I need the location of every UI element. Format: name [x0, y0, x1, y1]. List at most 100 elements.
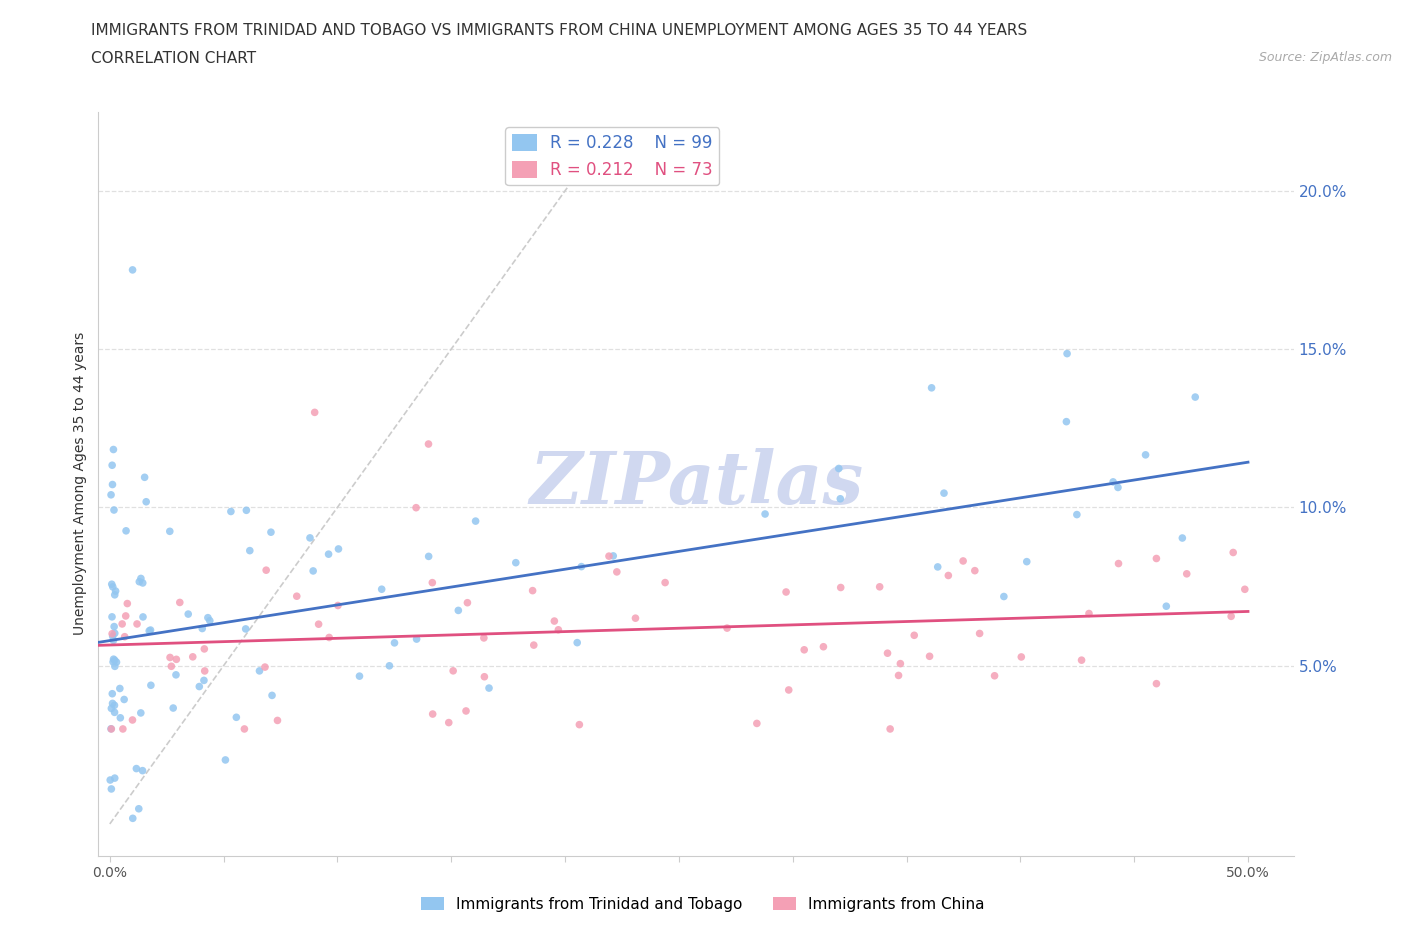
Point: [129, 571, 152, 586]
Point: [104, 626, 127, 641]
Point: [101, 629, 124, 644]
Point: [547, 622, 569, 637]
Text: Source: ZipAtlas.com: Source: ZipAtlas.com: [1258, 51, 1392, 64]
Text: CORRELATION CHART: CORRELATION CHART: [91, 51, 256, 66]
Point: [104, 658, 127, 673]
Point: [128, 802, 150, 817]
Point: [1066, 507, 1088, 522]
Point: [1233, 582, 1256, 597]
Point: [193, 642, 215, 657]
Point: [775, 585, 797, 600]
Y-axis label: Unemployment Among Ages 35 to 44 years: Unemployment Among Ages 35 to 44 years: [73, 332, 87, 635]
Point: [112, 692, 135, 707]
Point: [260, 525, 283, 539]
Point: [378, 658, 401, 673]
Point: [131, 764, 153, 778]
Point: [191, 621, 214, 636]
Point: [568, 717, 591, 732]
Point: [100, 701, 122, 716]
Point: [716, 620, 738, 635]
Point: [1146, 676, 1168, 691]
Point: [543, 614, 565, 629]
Point: [936, 568, 959, 583]
Point: [114, 630, 136, 644]
Point: [903, 628, 925, 643]
Point: [370, 582, 392, 597]
Point: [139, 622, 162, 637]
Point: [1010, 649, 1032, 664]
Point: [1222, 545, 1244, 560]
Legend: R = 0.228    N = 99, R = 0.212    N = 73: R = 0.228 N = 99, R = 0.212 N = 73: [505, 127, 720, 185]
Point: [253, 659, 276, 674]
Point: [1171, 531, 1194, 546]
Point: [318, 630, 340, 644]
Point: [105, 655, 128, 670]
Point: [219, 504, 242, 519]
Point: [830, 491, 852, 506]
Point: [567, 635, 589, 650]
Point: [117, 596, 139, 611]
Point: [869, 579, 891, 594]
Point: [441, 663, 464, 678]
Point: [125, 761, 148, 776]
Point: [111, 617, 134, 631]
Point: [437, 715, 460, 730]
Point: [101, 655, 124, 670]
Point: [606, 565, 628, 579]
Point: [830, 580, 852, 595]
Point: [302, 564, 325, 578]
Point: [523, 638, 546, 653]
Point: [104, 771, 127, 786]
Point: [128, 575, 150, 590]
Point: [418, 549, 440, 564]
Point: [103, 502, 125, 517]
Point: [165, 652, 187, 667]
Point: [571, 559, 593, 574]
Point: [1156, 599, 1178, 614]
Point: [1070, 653, 1092, 668]
Point: [103, 698, 125, 712]
Point: [349, 669, 371, 684]
Point: [162, 700, 184, 715]
Point: [132, 609, 155, 624]
Point: [993, 589, 1015, 604]
Point: [104, 653, 127, 668]
Point: [602, 549, 624, 564]
Point: [103, 619, 125, 634]
Point: [1135, 447, 1157, 462]
Point: [101, 686, 124, 701]
Point: [624, 611, 647, 626]
Point: [132, 576, 155, 591]
Point: [125, 617, 148, 631]
Point: [308, 617, 330, 631]
Point: [134, 470, 156, 485]
Point: [108, 681, 131, 696]
Point: [778, 683, 800, 698]
Point: [505, 555, 527, 570]
Point: [100, 722, 122, 737]
Point: [326, 598, 349, 613]
Point: [654, 575, 676, 590]
Point: [101, 696, 124, 711]
Point: [879, 722, 901, 737]
Point: [418, 436, 440, 451]
Point: [235, 621, 257, 636]
Point: [464, 513, 486, 528]
Point: [1184, 390, 1206, 405]
Point: [188, 679, 211, 694]
Point: [1078, 606, 1101, 621]
Point: [177, 606, 200, 621]
Point: [104, 584, 127, 599]
Point: [254, 563, 277, 578]
Point: [214, 752, 236, 767]
Point: [129, 706, 152, 721]
Point: [952, 553, 974, 568]
Point: [101, 609, 124, 624]
Point: [239, 543, 262, 558]
Point: [103, 652, 125, 667]
Point: [318, 547, 340, 562]
Point: [793, 643, 815, 658]
Point: [1054, 414, 1077, 429]
Point: [100, 722, 122, 737]
Point: [1108, 556, 1130, 571]
